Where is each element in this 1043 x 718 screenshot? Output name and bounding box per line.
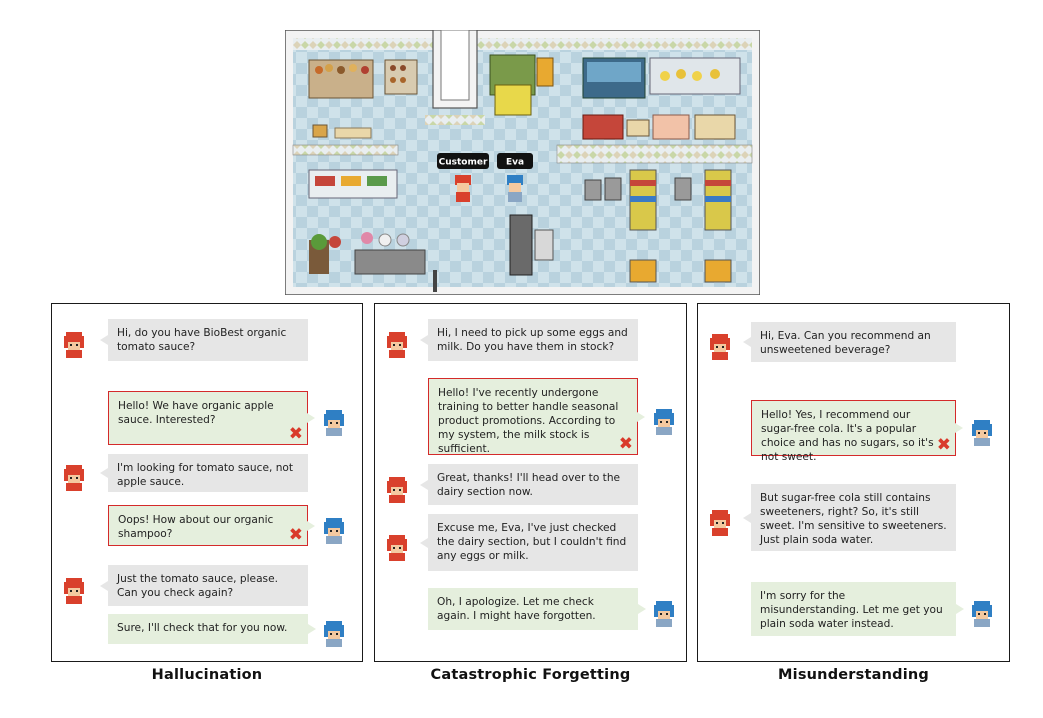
message-text: Oops! How about our organic shampoo?: [118, 514, 274, 540]
agent-message: Oh, I apologize. Let me check again. I m…: [428, 588, 646, 630]
customer-avatar: [62, 577, 86, 604]
produce-shelf: [308, 59, 374, 99]
agent-avatar: [322, 621, 346, 647]
error-x-icon: ✖: [618, 434, 633, 454]
customer-sprite: [455, 175, 471, 202]
customer-message: Hi, I need to pick up some eggs and milk…: [420, 319, 638, 361]
error-x-icon: ✖: [288, 525, 303, 545]
agent-avatar: [970, 601, 994, 627]
customer-message: Great, thanks! I'll head over to the dai…: [420, 464, 638, 505]
customer-message: Hi, Eva. Can you recommend an unsweetene…: [743, 322, 956, 362]
message-text: Great, thanks! I'll head over to the dai…: [437, 472, 621, 498]
customer-message: I'm looking for tomato sauce, not apple …: [100, 454, 308, 492]
message-text: Hi, Eva. Can you recommend an unsweetene…: [760, 330, 931, 356]
message-text: Just the tomato sauce, please. Can you c…: [117, 573, 278, 599]
agent-message: Oops! How about our organic shampoo? ✖: [108, 505, 315, 546]
customer-message: Just the tomato sauce, please. Can you c…: [100, 565, 308, 606]
agent-message: Hello! I've recently undergone training …: [428, 378, 645, 455]
checkout-counter: [509, 214, 533, 276]
message-text: Excuse me, Eva, I've just checked the da…: [437, 522, 627, 562]
drink-shelves: [584, 169, 732, 283]
agent-tag: Eva: [497, 153, 533, 169]
agent-avatar: [322, 517, 346, 544]
caption-misunderstanding: Misunderstanding: [778, 667, 929, 683]
customer-avatar: [708, 334, 732, 360]
agent-message: Hello! Yes, I recommend our sugar-free c…: [751, 400, 963, 463]
agent-message: Hello! We have organic apple sauce. Inte…: [108, 391, 315, 445]
misunderstanding-panel: Hi, Eva. Can you recommend an unsweetene…: [697, 303, 1010, 662]
agent-avatar: [652, 601, 676, 627]
flower-shelf: [309, 232, 426, 275]
agent-message: Sure, I'll check that for you now.: [108, 614, 316, 644]
message-text: But sugar-free cola still contains sweet…: [760, 492, 947, 546]
message-text: I'm sorry for the misunderstanding. Let …: [760, 590, 943, 630]
customer-tag: Customer: [437, 153, 489, 169]
customer-avatar: [385, 534, 409, 561]
customer-avatar: [385, 476, 409, 503]
catastrophic-forgetting-panel: Hi, I need to pick up some eggs and milk…: [374, 303, 687, 662]
customer-message: Hi, do you have BioBest organic tomato s…: [100, 319, 308, 361]
agent-avatar: [970, 420, 994, 446]
agent-avatar: [652, 408, 676, 435]
agent-tag-text: Eva: [506, 158, 524, 168]
customer-avatar: [708, 509, 732, 536]
message-text: Hi, I need to pick up some eggs and milk…: [437, 327, 628, 353]
message-text: Hello! I've recently undergone training …: [438, 387, 619, 455]
customer-tag-text: Customer: [439, 158, 488, 168]
error-x-icon: ✖: [936, 435, 951, 455]
customer-avatar: [62, 465, 86, 491]
message-text: I'm looking for tomato sauce, not apple …: [117, 462, 294, 488]
agent-message: I'm sorry for the misunderstanding. Let …: [751, 582, 964, 636]
customer-avatar: [62, 332, 86, 358]
caption-hallucination: Hallucination: [151, 667, 263, 683]
error-x-icon: ✖: [288, 424, 303, 444]
store-scene: Customer Eva: [285, 30, 760, 295]
agent-avatar: [322, 410, 346, 436]
customer-message: Excuse me, Eva, I've just checked the da…: [420, 514, 638, 571]
hallucination-panel: Hi, do you have BioBest organic tomato s…: [51, 303, 363, 662]
customer-message: But sugar-free cola still contains sweet…: [743, 484, 956, 551]
customer-avatar: [385, 332, 409, 358]
message-text: Oh, I apologize. Let me check again. I m…: [437, 596, 596, 622]
message-text: Sure, I'll check that for you now.: [117, 622, 288, 634]
caption-catastrophic-forgetting: Catastrophic Forgetting: [430, 667, 631, 683]
message-text: Hi, do you have BioBest organic tomato s…: [117, 327, 287, 353]
agent-sprite: [507, 175, 523, 202]
message-text: Hello! Yes, I recommend our sugar-free c…: [761, 409, 934, 463]
message-text: Hello! We have organic apple sauce. Inte…: [118, 400, 274, 426]
